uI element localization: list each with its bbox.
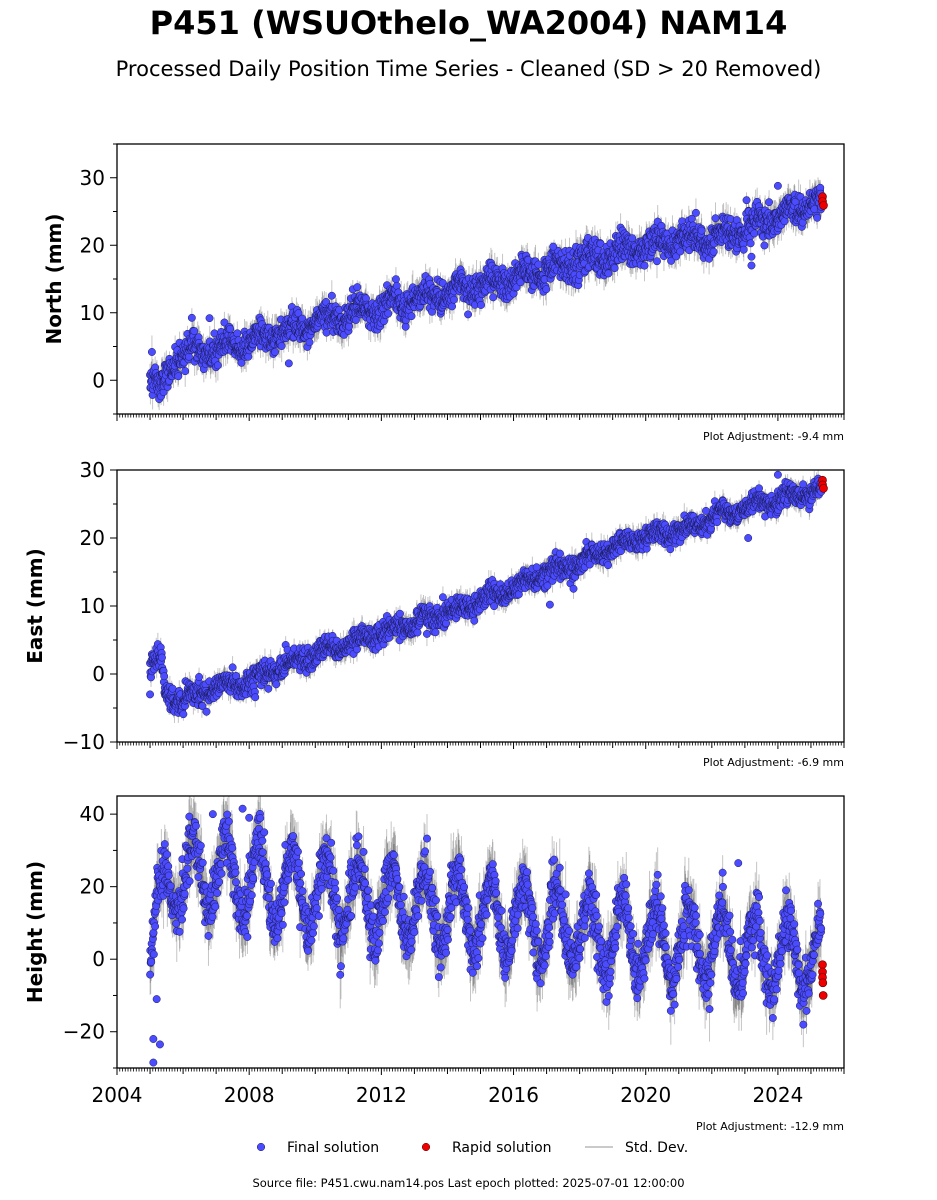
final-point [780, 217, 789, 226]
rapid-point [819, 201, 828, 210]
final-point [448, 302, 457, 311]
final-point [477, 301, 485, 309]
final-point [542, 285, 551, 294]
plot-adjustment-note: Plot Adjustment: -9.4 mm [703, 430, 844, 443]
final-point [765, 198, 774, 207]
y-axis-label: North (mm) [42, 213, 66, 344]
final-point [174, 372, 183, 381]
final-point [322, 328, 331, 337]
final-point [220, 318, 229, 327]
final-point [711, 214, 720, 223]
panel-north: 0 10 20 30 North (mm) Plot Adjustment: -9.4 m… [42, 143, 845, 443]
final-point [181, 367, 190, 376]
final-point [628, 234, 637, 243]
final-point [534, 260, 543, 269]
final-point-outlier [747, 261, 756, 270]
final-point [391, 275, 400, 284]
final-point [327, 291, 336, 300]
final-point [226, 324, 235, 333]
final-point [392, 281, 401, 290]
final-point [277, 342, 286, 350]
final-point [676, 247, 685, 256]
final-point [384, 309, 393, 318]
final-point [746, 239, 755, 248]
final-point [653, 257, 661, 266]
y-tick-label: 20 [80, 233, 105, 257]
final-point [233, 329, 242, 338]
final-point-outlier [284, 359, 293, 368]
final-point [516, 278, 525, 287]
final-point [760, 241, 769, 250]
final-point [610, 264, 619, 273]
final-point [305, 338, 314, 347]
final-point-outlier [773, 181, 782, 190]
y-tick-label: 30 [80, 166, 105, 190]
final-point [407, 312, 416, 321]
final-point-outlier [205, 314, 214, 323]
y-tick-label: 10 [80, 301, 105, 325]
final-point-outlier [747, 252, 756, 261]
final-point [739, 245, 748, 254]
chart-subtitle: Processed Daily Position Time Series - C… [115, 57, 822, 81]
final-point [697, 226, 706, 235]
final-point [353, 283, 362, 292]
final-point [190, 327, 199, 335]
final-point [147, 348, 156, 356]
final-point [401, 322, 410, 331]
final-point [667, 256, 676, 265]
final-point [640, 261, 649, 270]
final-solution-points [146, 181, 828, 403]
final-point [489, 293, 498, 302]
final-point-outlier [549, 242, 558, 251]
final-point [709, 247, 718, 256]
chart-title: P451 (WSUOthelo_WA2004) NAM14 [149, 4, 788, 42]
final-point [813, 213, 822, 222]
y-tick-label: 0 [92, 368, 105, 392]
final-point [464, 310, 473, 319]
final-point [271, 348, 279, 356]
final-point [604, 269, 613, 278]
final-point [449, 295, 458, 304]
final-point [345, 322, 353, 331]
final-point [742, 196, 751, 205]
final-point [750, 229, 759, 238]
final-point [691, 208, 700, 217]
final-point [187, 313, 196, 322]
final-point [213, 361, 222, 370]
